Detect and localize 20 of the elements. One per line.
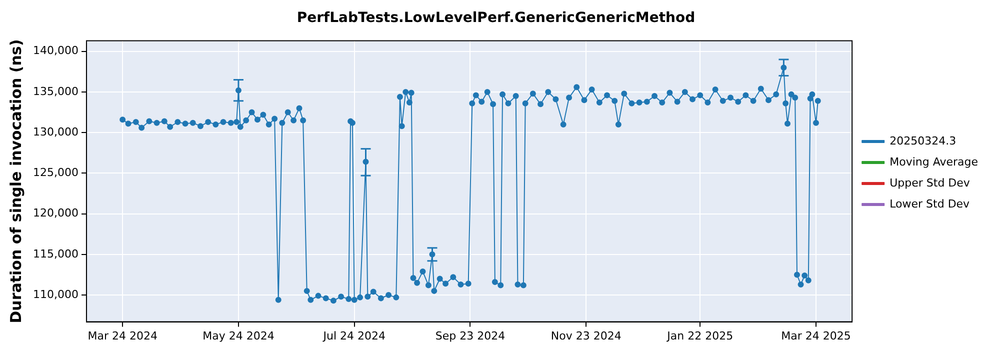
y-tick-label: 135,000 [32,84,78,98]
legend-label: Lower Std Dev [890,197,970,210]
chart-title: PerfLabTests.LowLevelPerf.GenericGenericMethod [296,10,696,26]
y-tick-label: 125,000 [32,166,78,180]
y-axis-title: Duration of single invocation (ns) [6,39,25,324]
x-tick-label: Jul 24 2024 [322,329,386,342]
x-tick-label: Sep 23 2024 [435,329,506,342]
y-tick-label: 120,000 [32,206,78,220]
y-tick-label: 115,000 [32,247,78,260]
y-tick-label: 130,000 [32,125,78,138]
x-tick-label: Nov 23 2024 [550,329,622,342]
legend-label: 20250324.3 [890,134,956,148]
x-tick-label: Jan 22 2025 [666,329,734,342]
x-tick-label: Mar 24 2024 [88,329,158,342]
y-tick-label: 110,000 [32,288,78,301]
x-tick-label: Mar 24 2025 [781,329,851,342]
y-tick-label: 140,000 [32,44,78,58]
x-tick-label: May 24 2024 [202,329,274,342]
legend-label: Moving Average [890,155,978,168]
legend-label: Upper Std Dev [890,176,970,190]
